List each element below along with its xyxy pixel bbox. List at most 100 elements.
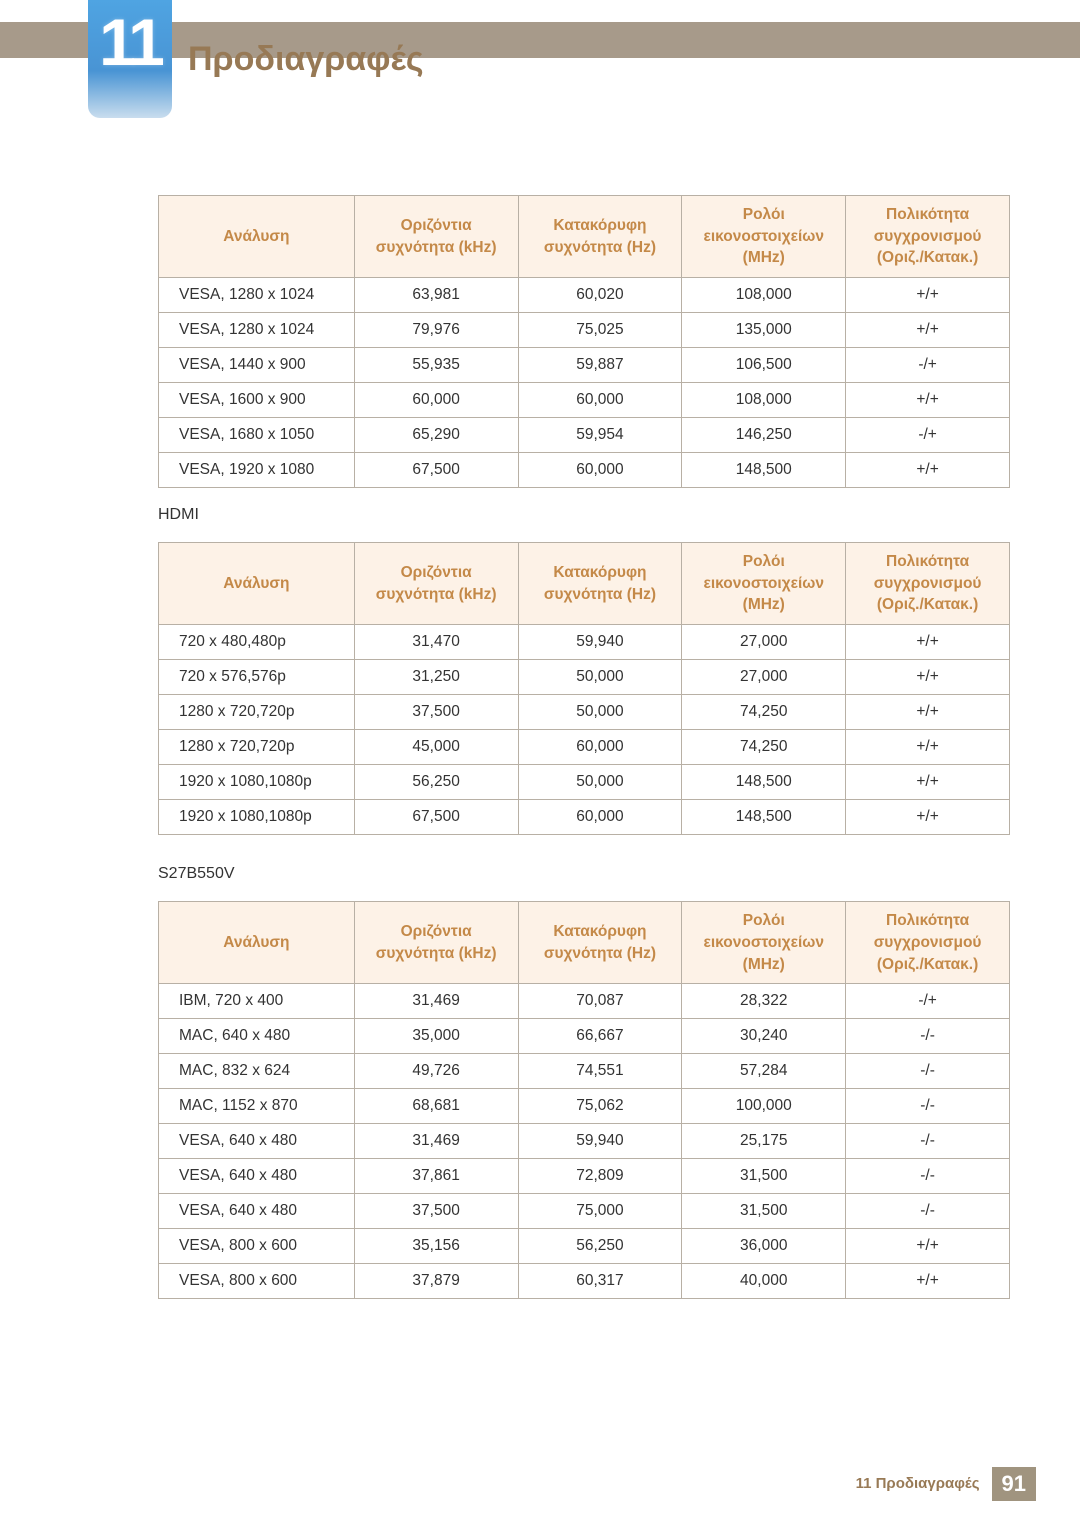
cell-pclock: 57,284 (682, 1054, 846, 1089)
cell-hfreq: 37,879 (354, 1264, 518, 1299)
cell-resolution: VESA, 1680 x 1050 (159, 418, 355, 453)
cell-pclock: 108,000 (682, 278, 846, 313)
table-row: MAC, 640 x 48035,00066,66730,240-/- (159, 1019, 1010, 1054)
cell-resolution: VESA, 640 x 480 (159, 1124, 355, 1159)
cell-polarity: +/+ (846, 278, 1010, 313)
cell-hfreq: 49,726 (354, 1054, 518, 1089)
cell-resolution: 720 x 576,576p (159, 660, 355, 695)
cell-pclock: 25,175 (682, 1124, 846, 1159)
table-row: VESA, 1280 x 102479,97675,025135,000+/+ (159, 313, 1010, 348)
cell-polarity: -/- (846, 1124, 1010, 1159)
section-label-hdmi: HDMI (158, 506, 1010, 524)
cell-pclock: 27,000 (682, 660, 846, 695)
cell-hfreq: 55,935 (354, 348, 518, 383)
cell-polarity: -/+ (846, 984, 1010, 1019)
cell-hfreq: 56,250 (354, 765, 518, 800)
cell-resolution: IBM, 720 x 400 (159, 984, 355, 1019)
cell-resolution: MAC, 640 x 480 (159, 1019, 355, 1054)
th-hfreq: Οριζόντια συχνότητα (kHz) (354, 902, 518, 984)
cell-vfreq: 56,250 (518, 1229, 682, 1264)
th-polarity: Πολικότητα συγχρονισμού (Οριζ./Κατακ.) (846, 196, 1010, 278)
cell-polarity: -/+ (846, 418, 1010, 453)
cell-pclock: 30,240 (682, 1019, 846, 1054)
table-row: VESA, 640 x 48037,50075,00031,500-/- (159, 1194, 1010, 1229)
cell-hfreq: 35,000 (354, 1019, 518, 1054)
cell-polarity: +/+ (846, 660, 1010, 695)
cell-hfreq: 37,500 (354, 1194, 518, 1229)
cell-polarity: +/+ (846, 1264, 1010, 1299)
table-row: VESA, 1440 x 90055,93559,887106,500-/+ (159, 348, 1010, 383)
cell-vfreq: 60,020 (518, 278, 682, 313)
spec-table-2: Ανάλυση Οριζόντια συχνότητα (kHz) Κατακό… (158, 542, 1010, 835)
cell-resolution: MAC, 832 x 624 (159, 1054, 355, 1089)
cell-resolution: VESA, 800 x 600 (159, 1264, 355, 1299)
cell-vfreq: 75,025 (518, 313, 682, 348)
cell-pclock: 31,500 (682, 1159, 846, 1194)
cell-pclock: 148,500 (682, 800, 846, 835)
th-resolution: Ανάλυση (159, 902, 355, 984)
cell-vfreq: 60,317 (518, 1264, 682, 1299)
table-row: 1920 x 1080,1080p56,25050,000148,500+/+ (159, 765, 1010, 800)
cell-hfreq: 68,681 (354, 1089, 518, 1124)
cell-vfreq: 59,887 (518, 348, 682, 383)
th-vfreq: Κατακόρυφη συχνότητα (Hz) (518, 543, 682, 625)
th-pclock: Ρολόι εικονοστοιχείων (MHz) (682, 196, 846, 278)
cell-polarity: -/- (846, 1194, 1010, 1229)
cell-pclock: 28,322 (682, 984, 846, 1019)
cell-polarity: +/+ (846, 453, 1010, 488)
cell-resolution: 1920 x 1080,1080p (159, 765, 355, 800)
table-row: VESA, 800 x 60035,15656,25036,000+/+ (159, 1229, 1010, 1264)
table-row: VESA, 1600 x 90060,00060,000108,000+/+ (159, 383, 1010, 418)
table-row: MAC, 832 x 62449,72674,55157,284-/- (159, 1054, 1010, 1089)
table-row: 1920 x 1080,1080p67,50060,000148,500+/+ (159, 800, 1010, 835)
th-resolution: Ανάλυση (159, 543, 355, 625)
cell-pclock: 31,500 (682, 1194, 846, 1229)
cell-resolution: VESA, 1920 x 1080 (159, 453, 355, 488)
th-polarity: Πολικότητα συγχρονισμού (Οριζ./Κατακ.) (846, 543, 1010, 625)
cell-vfreq: 50,000 (518, 660, 682, 695)
th-vfreq: Κατακόρυφη συχνότητα (Hz) (518, 196, 682, 278)
cell-resolution: 1920 x 1080,1080p (159, 800, 355, 835)
table-row: VESA, 800 x 60037,87960,31740,000+/+ (159, 1264, 1010, 1299)
cell-resolution: VESA, 800 x 600 (159, 1229, 355, 1264)
table-row: VESA, 1920 x 108067,50060,000148,500+/+ (159, 453, 1010, 488)
cell-pclock: 148,500 (682, 765, 846, 800)
cell-polarity: +/+ (846, 313, 1010, 348)
cell-vfreq: 59,954 (518, 418, 682, 453)
cell-pclock: 100,000 (682, 1089, 846, 1124)
table-row: VESA, 1280 x 102463,98160,020108,000+/+ (159, 278, 1010, 313)
cell-polarity: +/+ (846, 765, 1010, 800)
cell-resolution: VESA, 1280 x 1024 (159, 278, 355, 313)
cell-polarity: +/+ (846, 800, 1010, 835)
content-area: Ανάλυση Οριζόντια συχνότητα (kHz) Κατακό… (158, 195, 1010, 1317)
cell-hfreq: 31,250 (354, 660, 518, 695)
cell-hfreq: 31,470 (354, 625, 518, 660)
cell-pclock: 106,500 (682, 348, 846, 383)
cell-hfreq: 31,469 (354, 984, 518, 1019)
cell-hfreq: 31,469 (354, 1124, 518, 1159)
cell-pclock: 27,000 (682, 625, 846, 660)
table-row: 1280 x 720,720p37,50050,00074,250+/+ (159, 695, 1010, 730)
spec-table-3: Ανάλυση Οριζόντια συχνότητα (kHz) Κατακό… (158, 901, 1010, 1299)
table-row: MAC, 1152 x 87068,68175,062100,000-/- (159, 1089, 1010, 1124)
cell-vfreq: 60,000 (518, 800, 682, 835)
table-row: VESA, 640 x 48031,46959,94025,175-/- (159, 1124, 1010, 1159)
cell-hfreq: 60,000 (354, 383, 518, 418)
spec-table-1: Ανάλυση Οριζόντια συχνότητα (kHz) Κατακό… (158, 195, 1010, 488)
cell-resolution: VESA, 640 x 480 (159, 1159, 355, 1194)
cell-pclock: 40,000 (682, 1264, 846, 1299)
cell-pclock: 135,000 (682, 313, 846, 348)
chapter-title: Προδιαγραφές (188, 40, 424, 79)
cell-pclock: 108,000 (682, 383, 846, 418)
th-hfreq: Οριζόντια συχνότητα (kHz) (354, 196, 518, 278)
cell-vfreq: 74,551 (518, 1054, 682, 1089)
table-row: VESA, 640 x 48037,86172,80931,500-/- (159, 1159, 1010, 1194)
cell-vfreq: 75,062 (518, 1089, 682, 1124)
cell-vfreq: 60,000 (518, 730, 682, 765)
table-row: VESA, 1680 x 105065,29059,954146,250-/+ (159, 418, 1010, 453)
cell-vfreq: 50,000 (518, 695, 682, 730)
cell-vfreq: 59,940 (518, 625, 682, 660)
cell-vfreq: 75,000 (518, 1194, 682, 1229)
cell-hfreq: 45,000 (354, 730, 518, 765)
cell-polarity: +/+ (846, 1229, 1010, 1264)
